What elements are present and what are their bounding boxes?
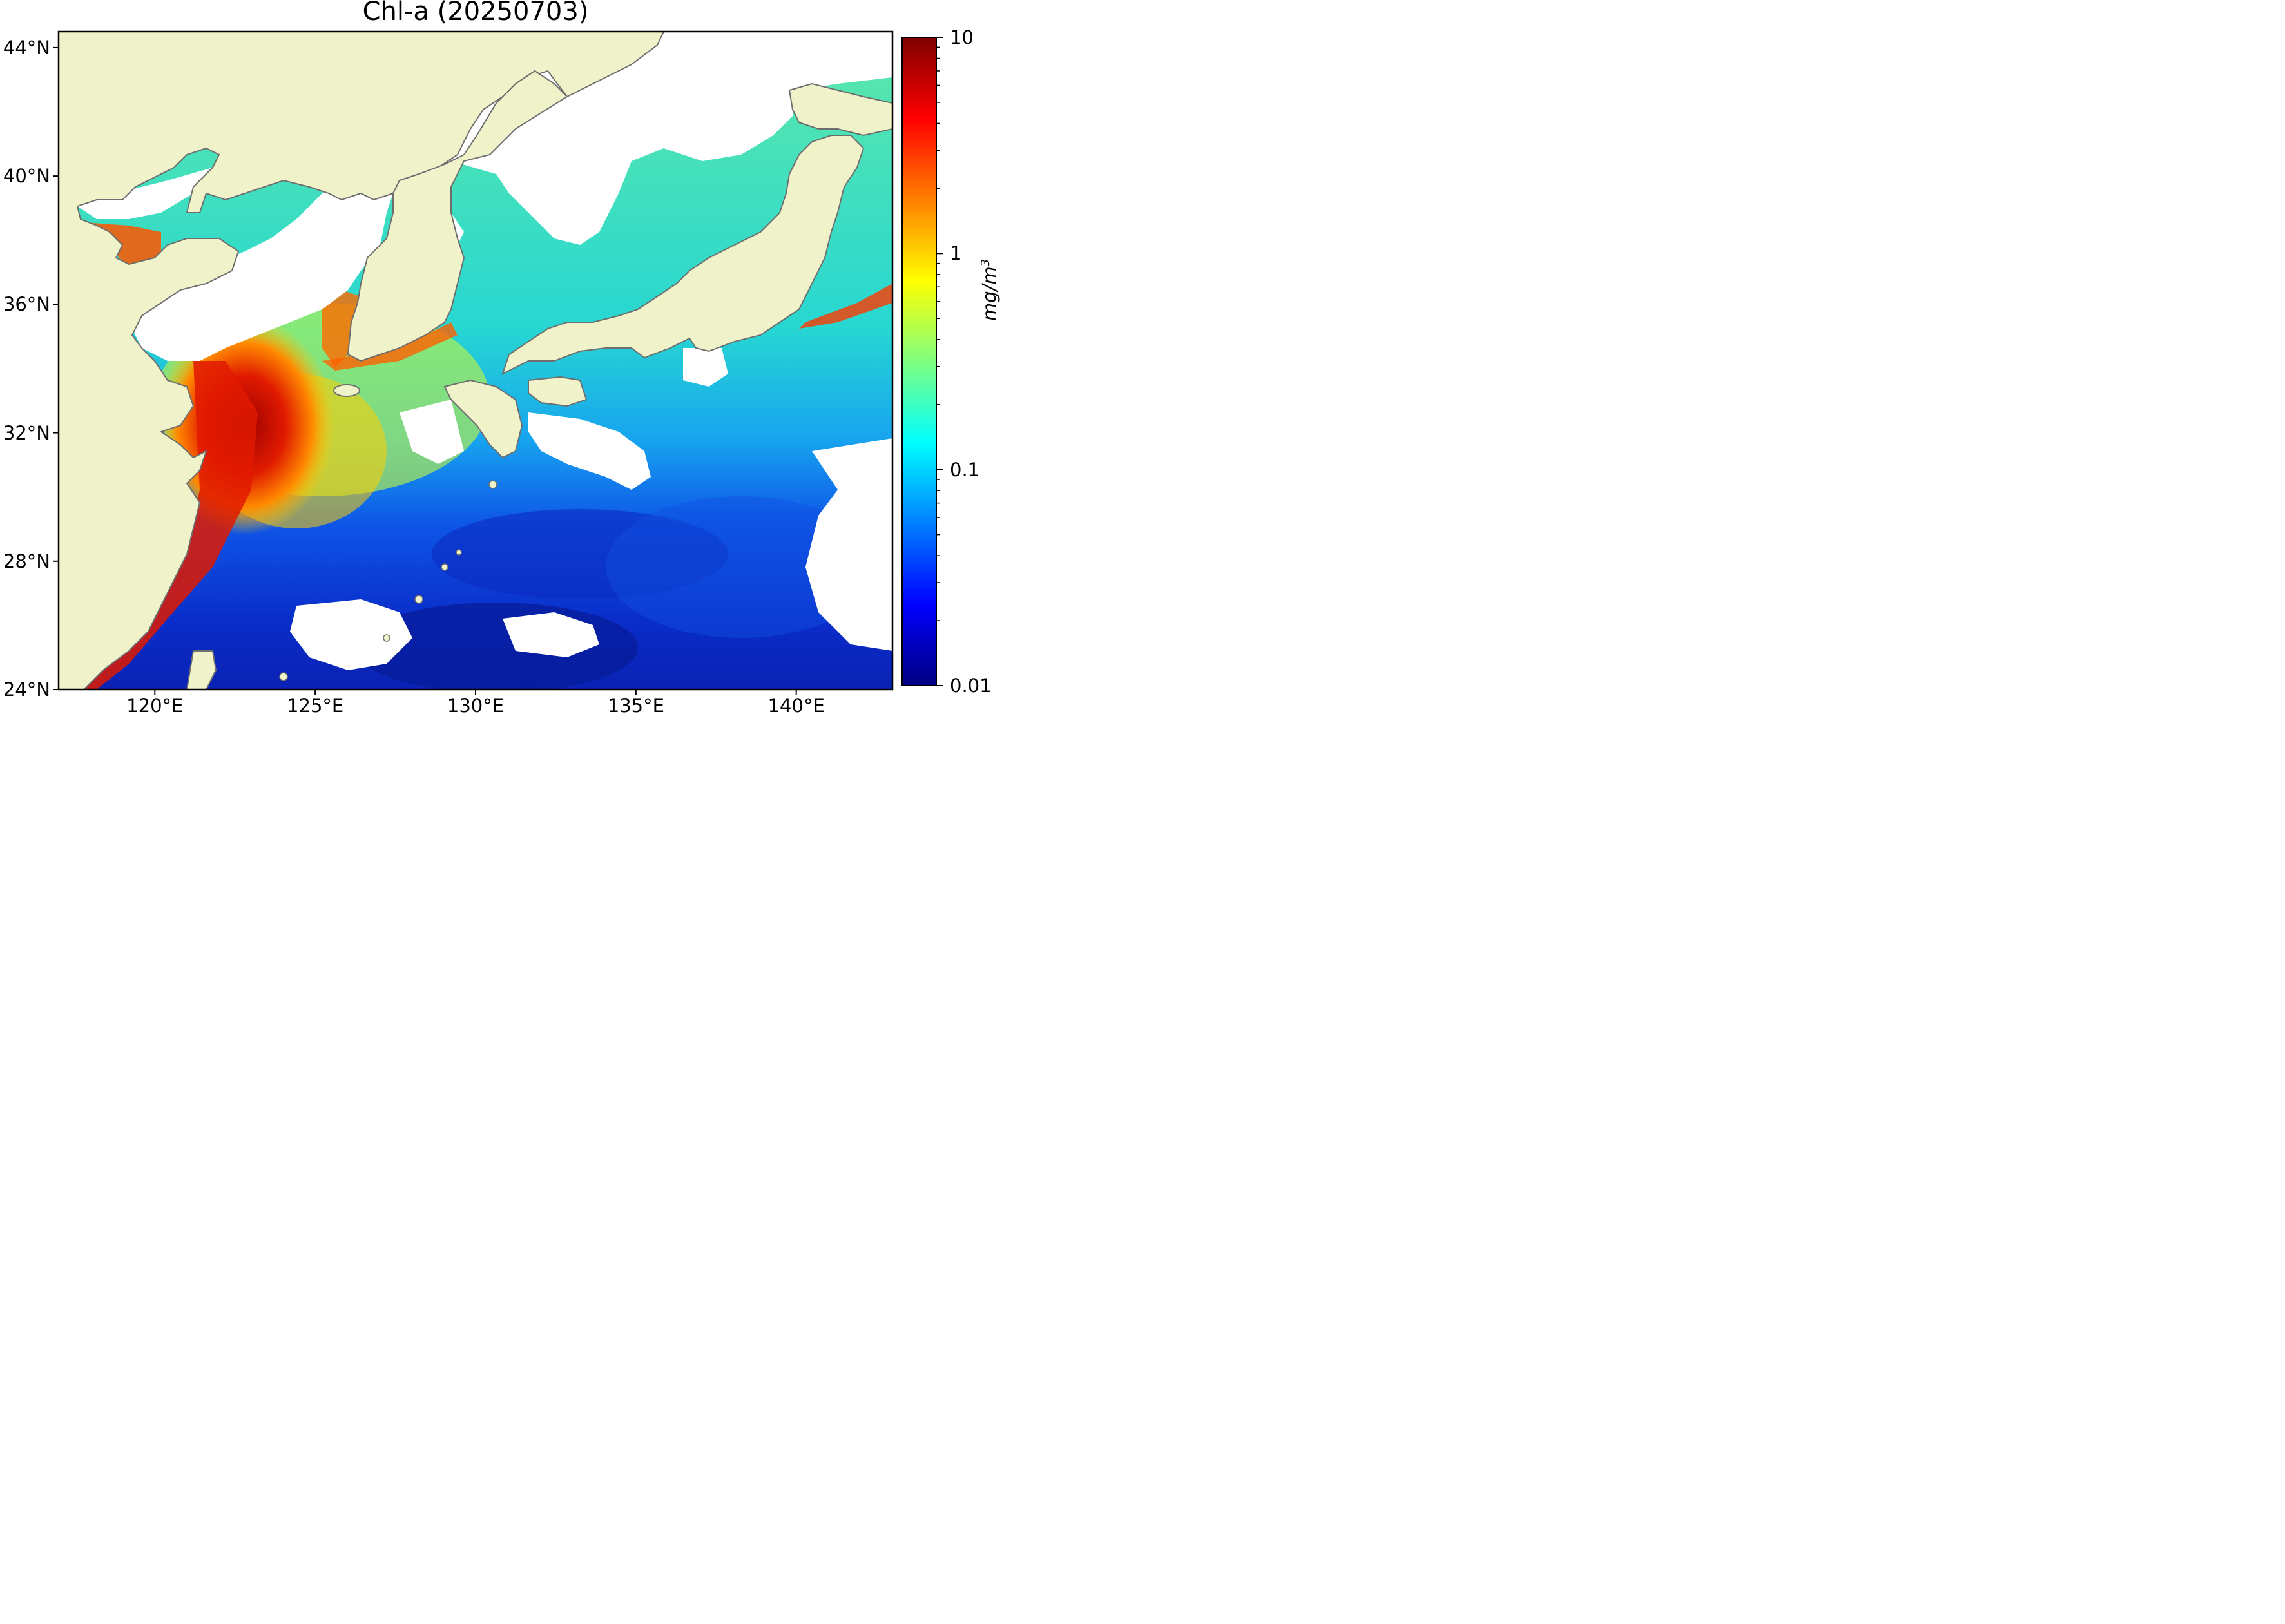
lat-label: 32°N xyxy=(3,421,50,444)
latitude-ticks xyxy=(53,46,59,690)
coastal-bloom xyxy=(84,361,258,690)
lon-label: 125°E xyxy=(287,695,344,717)
lon-label: 130°E xyxy=(447,695,505,717)
hokkaido xyxy=(788,82,892,137)
colorbar-ticks xyxy=(936,37,943,686)
oligotrophic-pool xyxy=(432,509,728,599)
lon-label: 140°E xyxy=(767,695,825,717)
cloud-cover xyxy=(528,412,651,490)
ryukyu-island xyxy=(279,672,288,681)
ryukyu-island xyxy=(456,549,462,556)
lon-label: 135°E xyxy=(607,695,664,717)
colorbar xyxy=(901,37,937,686)
colorbar-unit-label: mg/m3 xyxy=(978,258,1001,322)
ryukyu-island xyxy=(383,634,390,642)
cloud-cover xyxy=(683,348,728,387)
tokyo-bay-bloom xyxy=(799,284,892,329)
lat-label: 40°N xyxy=(3,165,50,188)
lat-label: 44°N xyxy=(3,36,50,59)
taiwan xyxy=(186,650,217,690)
colorbar-tick-label: 10 xyxy=(950,26,974,48)
colorbar-tick-label: 1 xyxy=(950,242,962,265)
oligotrophic-pool xyxy=(606,496,876,638)
lat-label: 28°N xyxy=(3,550,50,572)
ryukyu-island xyxy=(441,563,448,571)
honshu xyxy=(501,135,865,375)
cloud-cover xyxy=(290,599,412,670)
colorbar-tick-label: 0.01 xyxy=(950,675,992,697)
figure-title: Chl-a (20250703) xyxy=(362,0,589,26)
jeju-island xyxy=(333,384,360,397)
map-area xyxy=(59,32,892,690)
lon-label: 120°E xyxy=(126,695,184,717)
shikoku xyxy=(528,376,588,407)
lat-label: 24°N xyxy=(3,679,50,701)
cloud-cover xyxy=(503,612,599,657)
korean-peninsula xyxy=(347,70,568,362)
cloud-cover xyxy=(400,400,464,464)
tanegashima-island xyxy=(488,480,497,489)
chlorophyll-map-figure: Chl-a (20250703) xyxy=(0,0,1010,717)
lat-label: 36°N xyxy=(3,293,50,316)
colorbar-tick-label: 0.1 xyxy=(950,458,980,481)
longitude-ticks xyxy=(154,690,797,695)
cloud-cover xyxy=(129,32,892,361)
cloud-cover xyxy=(805,438,892,651)
cloud-cover xyxy=(77,161,222,219)
ryukyu-island xyxy=(414,595,423,604)
kyushu xyxy=(443,379,523,459)
map-canvas xyxy=(53,30,943,695)
